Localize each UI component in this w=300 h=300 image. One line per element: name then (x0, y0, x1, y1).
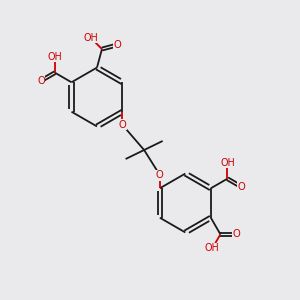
Text: O: O (114, 40, 122, 50)
Text: O: O (37, 76, 45, 86)
Text: OH: OH (205, 243, 220, 253)
Text: OH: OH (83, 33, 98, 43)
Text: O: O (118, 120, 126, 130)
Text: O: O (233, 229, 241, 239)
Text: OH: OH (220, 158, 235, 167)
Text: O: O (238, 182, 245, 192)
Text: OH: OH (48, 52, 62, 61)
Text: O: O (156, 170, 164, 180)
